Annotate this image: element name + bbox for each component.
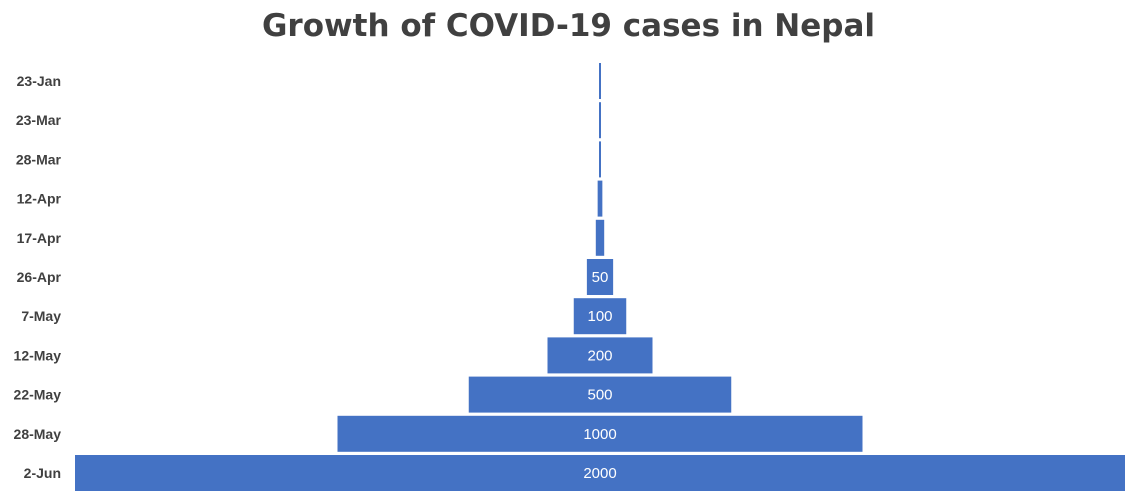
data-label: 50: [592, 269, 609, 286]
bar-22-May: [468, 376, 732, 413]
bar-23-Mar: [599, 102, 601, 139]
bar-23-Jan: [599, 63, 601, 99]
bar-7-May: [573, 298, 627, 335]
data-label: 1000: [583, 426, 616, 443]
category-label: 22-May: [14, 387, 62, 403]
bar-12-Apr: [597, 180, 603, 217]
bar-17-Apr: [595, 219, 605, 256]
category-label: 12-Apr: [17, 191, 62, 207]
data-label: 500: [587, 387, 612, 404]
category-label: 28-Mar: [16, 151, 62, 167]
category-label: 12-May: [14, 347, 62, 363]
bar-26-Apr: [586, 259, 614, 295]
bar-2-Jun: [75, 455, 1125, 491]
category-label: 28-May: [14, 426, 62, 442]
category-label: 17-Apr: [17, 230, 62, 246]
category-label: 26-Apr: [17, 269, 62, 285]
category-label: 7-May: [21, 308, 61, 324]
bar-28-May: [337, 415, 863, 452]
data-label: 200: [587, 347, 612, 364]
category-label: 23-Mar: [16, 112, 62, 128]
bar-12-May: [547, 337, 653, 374]
chart-title: Growth of COVID-19 cases in Nepal: [261, 8, 876, 44]
category-label: 2-Jun: [24, 465, 61, 481]
bar-28-Mar: [599, 141, 601, 178]
category-label: 23-Jan: [17, 73, 61, 89]
data-label: 2000: [583, 465, 616, 482]
data-label: 100: [587, 308, 612, 325]
